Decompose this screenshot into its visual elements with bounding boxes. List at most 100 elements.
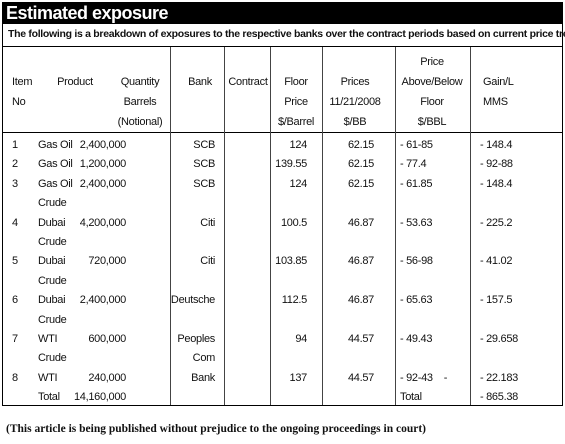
column-rule <box>395 47 396 405</box>
table-cell: 46.87 <box>347 294 374 307</box>
rule <box>2 46 562 47</box>
column-header: Quantity <box>120 76 160 88</box>
table-cell: 124 <box>289 139 308 151</box>
column-rule <box>224 47 225 405</box>
column-header: $/BB <box>343 116 367 128</box>
column-header: 11/21/2008 <box>329 96 381 108</box>
table-cell: 5 <box>12 255 18 268</box>
table-cell: Crude <box>38 236 67 248</box>
column-rule <box>470 47 471 405</box>
column-header: Contract <box>228 76 268 88</box>
table-cell: Deutsche <box>170 294 215 307</box>
column-rule <box>270 47 271 405</box>
table-cell: Gas Oil <box>38 158 73 171</box>
table-cell: - 148.4 <box>480 139 513 151</box>
table-cell: 720,000 <box>88 255 126 268</box>
table-cell: - 53.63 <box>400 216 433 229</box>
table-cell: 103.85 <box>275 255 307 268</box>
table-cell: 2,400,000 <box>79 139 127 151</box>
column-header: Prices <box>340 76 370 88</box>
table-cell: - 65.63 <box>400 294 433 307</box>
column-header: $/BBL <box>417 116 447 128</box>
table-cell: Gas Oil <box>38 139 73 151</box>
column-header: Above/Below <box>401 76 463 88</box>
table-cell: Gas Oil <box>38 177 73 190</box>
column-header: Item <box>12 76 33 88</box>
table-cell: 600,000 <box>88 333 126 345</box>
table-cell: Bank <box>191 371 215 384</box>
column-header: Floor <box>420 96 444 108</box>
column-header: (Notional) <box>117 116 163 128</box>
table-cell: Dubai <box>38 294 66 307</box>
table-cell: WTI <box>38 371 58 384</box>
column-rule <box>322 47 323 405</box>
table-cell: 2,400,000 <box>79 177 127 190</box>
table-cell: 139.55 <box>275 158 307 171</box>
table-cell: 2 <box>12 158 18 171</box>
table-cell: 112.5 <box>281 294 308 307</box>
table-cell: WTI <box>38 333 58 345</box>
column-header: MMS <box>483 96 508 108</box>
table-cell: 7 <box>12 333 18 345</box>
table-cell: 124 <box>289 177 308 190</box>
table-cell: - 865.38 <box>480 391 518 404</box>
table-cell: - 61-85 <box>400 139 433 151</box>
table-cell: - 92-88 <box>480 158 513 171</box>
table-cell: - 77.4 <box>400 158 427 171</box>
table-cell: - 157.5 <box>480 294 513 307</box>
table-cell: 4 <box>12 216 18 229</box>
table-cell: 3 <box>12 177 18 190</box>
table-cell: Citi <box>200 255 215 268</box>
table-cell: 62.15 <box>347 177 374 190</box>
column-header: Floor <box>284 76 308 88</box>
table-cell: Com <box>192 352 216 365</box>
table-cell: 100.5 <box>280 216 307 229</box>
table-cell: Citi <box>200 216 215 229</box>
table-cell: 14,160,000 <box>73 391 126 404</box>
table-cell: - 56-98 <box>400 255 433 268</box>
column-header: Price <box>284 96 308 108</box>
table-cell: 44.57 <box>347 333 374 345</box>
column-header: Gain/L <box>483 76 514 88</box>
table-cell: 137 <box>289 371 308 384</box>
rule <box>2 132 562 133</box>
table-cell: Peoples <box>177 333 215 345</box>
table-cell: Crude <box>38 197 67 210</box>
table-cell: 62.15 <box>347 139 374 151</box>
table-cell: 44.57 <box>347 371 374 384</box>
column-rule <box>170 47 171 405</box>
table-cell: - 29.658 <box>480 333 518 345</box>
table-cell: - 92-43 - <box>400 371 448 384</box>
table-cell: 4,200,000 <box>79 216 127 229</box>
table-cell: 62.15 <box>347 158 374 171</box>
table-cell: - 61.85 <box>400 177 433 190</box>
table-cell: - 148.4 <box>480 177 513 190</box>
table-cell: Crude <box>38 313 67 326</box>
table-cell: 8 <box>12 371 18 384</box>
table-cell: Total <box>38 391 60 404</box>
table-cell: 240,000 <box>88 371 126 384</box>
table-cell: Crude <box>38 274 67 287</box>
column-header: Product <box>57 76 93 88</box>
table-cell: Crude <box>38 352 67 365</box>
table-cell: 94 <box>295 333 307 345</box>
table-cell: 46.87 <box>347 216 374 229</box>
table-cell: 1 <box>12 139 18 151</box>
table-cell: SCB <box>193 158 215 171</box>
table-cell: Dubai <box>38 216 66 229</box>
table-cell: - 41.02 <box>480 255 513 268</box>
table-cell: SCB <box>193 139 215 151</box>
title: Estimated exposure <box>2 2 562 24</box>
column-header: Price <box>420 56 444 68</box>
table-cell: - 22.183 <box>480 371 518 384</box>
column-header: $/Barrel <box>277 116 315 128</box>
column-header: No <box>12 96 26 108</box>
column-header: Bank <box>188 76 212 88</box>
table-cell: 46.87 <box>347 255 374 268</box>
table-cell: - 225.2 <box>480 216 513 229</box>
table-cell: Total <box>400 391 422 404</box>
column-header: Barrels <box>123 96 157 108</box>
table-cell: - 49.43 <box>400 333 433 345</box>
table-cell: SCB <box>193 177 215 190</box>
